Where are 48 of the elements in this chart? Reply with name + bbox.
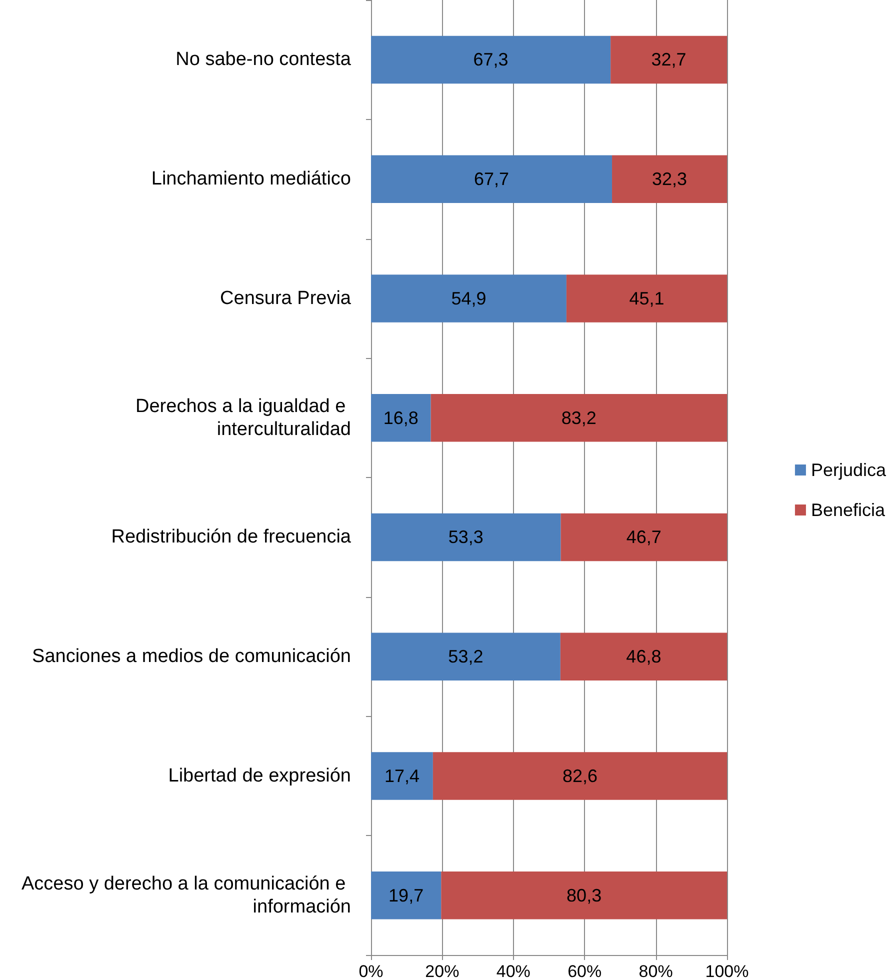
bar — [560, 513, 727, 562]
x-tick-label: 40% — [496, 962, 530, 980]
data-label: 67,3 — [473, 50, 508, 70]
data-label: 54,9 — [451, 288, 486, 308]
data-label: 46,7 — [626, 527, 662, 548]
y-tick-label: Libertad de expresión — [168, 765, 351, 786]
bar — [560, 632, 727, 680]
y-tick-label: Derechos a la igualdad e interculturalidad — [136, 396, 351, 440]
y-tick-label: Sanciones a medios de comunicación — [32, 646, 351, 668]
x-tick-label: 80% — [638, 962, 673, 980]
bar — [371, 155, 612, 203]
data-label: 45,1 — [629, 288, 664, 308]
y-tick-label: Censura Previa — [220, 288, 352, 309]
bar — [441, 871, 727, 920]
y-tick-label: Linchamiento mediático — [151, 168, 351, 190]
bar — [371, 632, 560, 680]
y-tick-label: No sabe-no contesta — [176, 49, 352, 70]
data-label: 46,8 — [626, 646, 662, 667]
x-tick-label: 100% — [705, 962, 749, 980]
bar — [371, 752, 433, 800]
data-label: 80,3 — [566, 885, 602, 906]
legend-label: Beneficia — [810, 500, 886, 520]
data-label: 53,2 — [448, 646, 484, 667]
bar — [371, 871, 442, 920]
x-tick-label: 0% — [358, 962, 384, 980]
bar — [371, 36, 611, 84]
x-tick-label: 60% — [568, 962, 602, 980]
data-label: 32,3 — [652, 169, 688, 190]
data-label: 53,3 — [448, 527, 484, 548]
bar — [371, 274, 566, 322]
y-tick-label: Acceso y derecho a la comunicación e información — [21, 873, 351, 918]
bar — [371, 394, 431, 442]
bar — [566, 274, 727, 322]
bar — [612, 155, 727, 203]
data-label: 67,7 — [474, 169, 510, 190]
data-label: 82,6 — [562, 766, 598, 786]
bar — [371, 513, 561, 562]
data-label: 19,7 — [388, 885, 424, 906]
bar — [430, 394, 727, 442]
data-label: 17,4 — [384, 766, 420, 786]
data-label: 83,2 — [561, 408, 596, 428]
bar — [610, 36, 727, 84]
x-tick-label: 20% — [425, 962, 460, 980]
legend-label: Perjudica — [810, 460, 887, 480]
y-tick-label: Redistribución de frecuencia — [111, 526, 352, 548]
data-label: 32,7 — [651, 50, 686, 70]
bar — [432, 752, 727, 800]
data-label: 16,8 — [383, 408, 418, 428]
